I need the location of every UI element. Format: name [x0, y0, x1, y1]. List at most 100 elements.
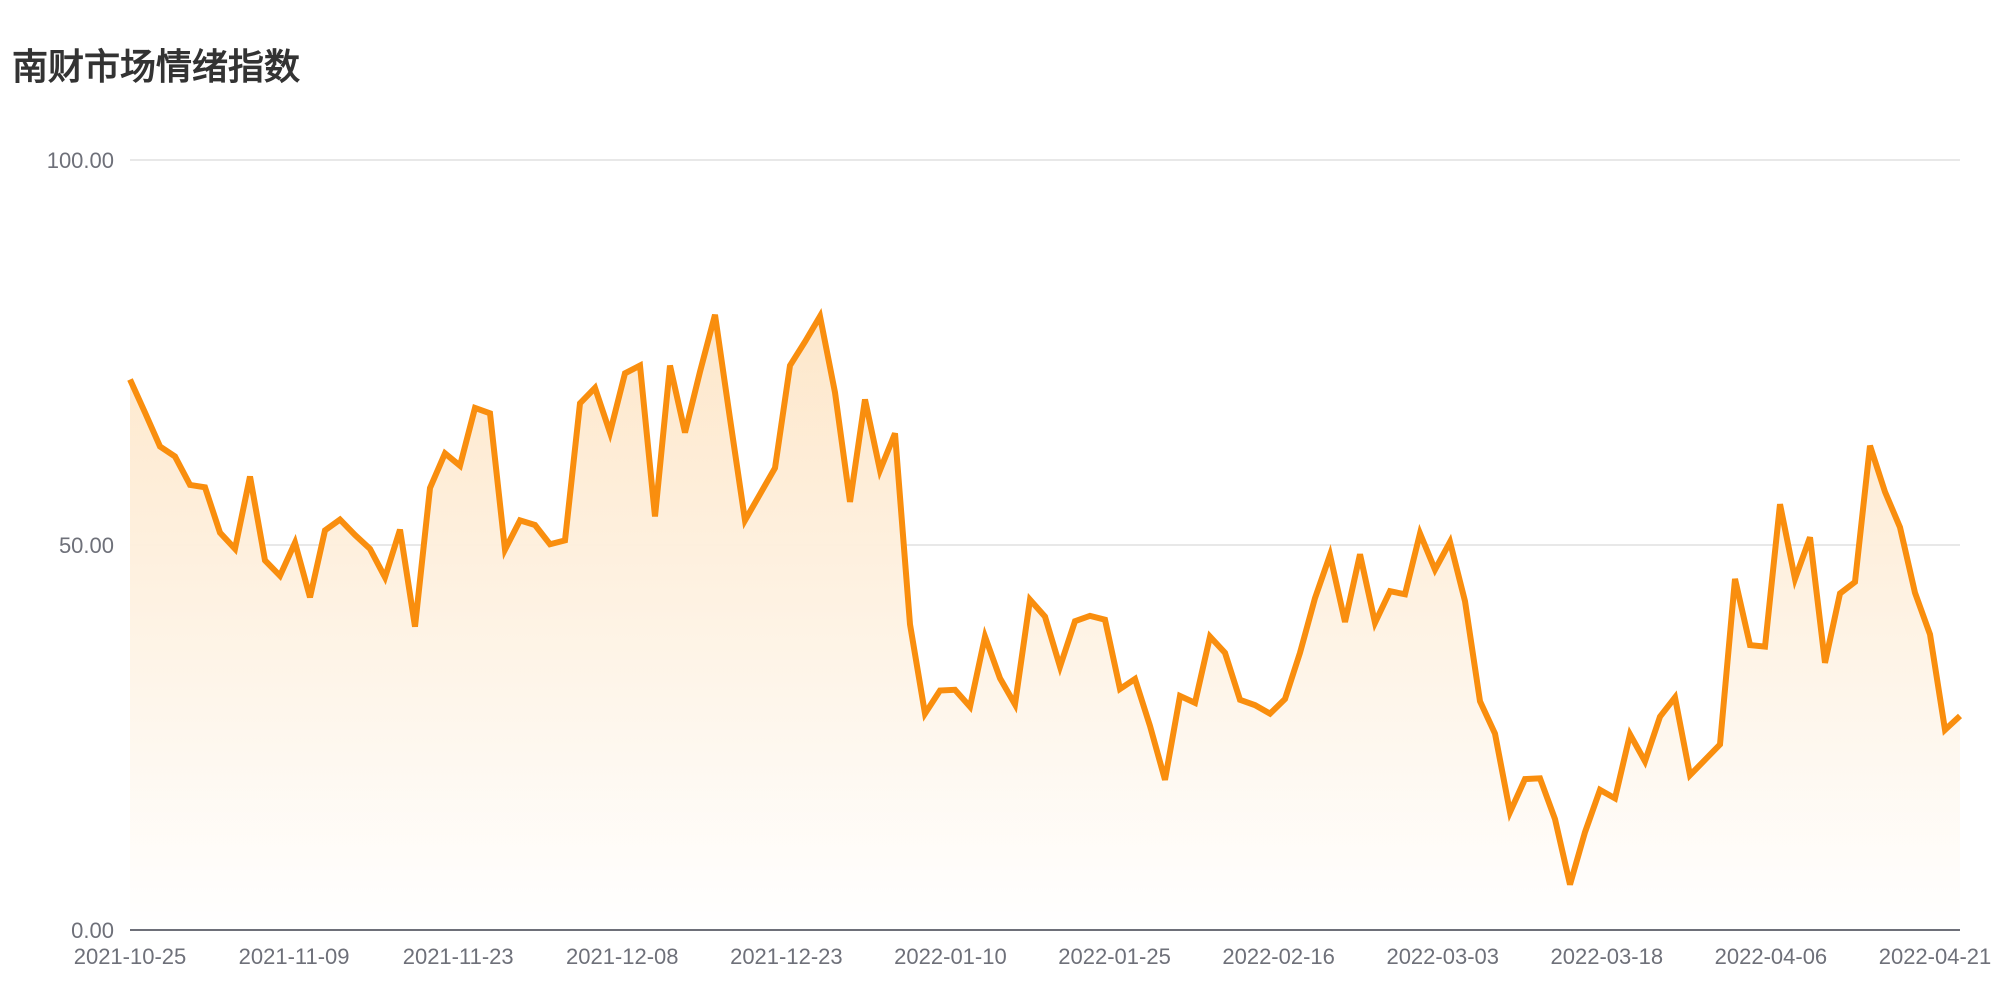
y-tick-label: 100.00	[47, 148, 114, 173]
data-point	[1522, 776, 1528, 782]
data-point	[307, 594, 313, 600]
data-point	[1492, 731, 1498, 737]
data-point	[1717, 741, 1723, 747]
data-point	[1072, 618, 1078, 624]
grid-lines	[130, 159, 1960, 546]
data-point	[1237, 697, 1243, 703]
data-point	[712, 312, 718, 318]
y-axis-ticks: 0.00 50.00 100.00	[47, 148, 114, 943]
data-point	[1777, 501, 1783, 507]
data-point	[592, 385, 598, 391]
data-point	[1327, 552, 1333, 558]
data-point	[1642, 758, 1648, 764]
data-point	[442, 450, 448, 456]
data-point	[1087, 613, 1093, 619]
data-point	[742, 517, 748, 523]
data-point	[1447, 539, 1453, 545]
x-tick-label: 2021-11-23	[403, 944, 514, 969]
data-point	[487, 410, 493, 416]
data-point	[1852, 579, 1858, 585]
data-point	[997, 675, 1003, 681]
data-point	[952, 687, 958, 693]
data-point	[187, 482, 193, 488]
data-point	[1402, 591, 1408, 597]
data-point	[1702, 757, 1708, 763]
data-point	[1582, 829, 1588, 835]
data-point	[142, 410, 148, 416]
data-point	[277, 573, 283, 579]
data-point	[1882, 489, 1888, 495]
data-point	[1117, 686, 1123, 692]
data-point	[1027, 597, 1033, 603]
data-point	[412, 624, 418, 630]
data-point	[1687, 772, 1693, 778]
data-point	[1957, 713, 1963, 719]
data-point	[892, 430, 898, 436]
data-point	[1507, 809, 1513, 815]
x-tick-label: 2021-12-23	[730, 944, 843, 969]
data-point	[352, 532, 358, 538]
data-point	[682, 430, 688, 436]
x-tick-label: 2022-01-25	[1058, 944, 1171, 969]
chart-title: 南财市场情绪指数	[12, 47, 301, 88]
data-point	[1252, 702, 1258, 708]
data-point	[622, 370, 628, 376]
data-point	[922, 711, 928, 717]
series-line	[127, 307, 1963, 886]
x-tick-label: 2022-04-06	[1715, 944, 1828, 969]
data-point	[982, 634, 988, 640]
x-tick-label: 2022-03-03	[1386, 944, 1499, 969]
x-tick-label: 2021-12-08	[566, 944, 679, 969]
data-point	[607, 430, 613, 436]
x-tick-label: 2022-03-18	[1551, 944, 1664, 969]
data-point	[1042, 614, 1048, 620]
data-point	[1672, 694, 1678, 700]
data-point	[1552, 816, 1558, 822]
data-point	[1462, 598, 1468, 604]
data-point	[937, 688, 943, 694]
y-tick-label: 0.00	[71, 918, 114, 943]
data-point	[1057, 664, 1063, 670]
data-point	[1747, 642, 1753, 648]
data-point	[1147, 723, 1153, 729]
data-point	[1762, 644, 1768, 650]
data-point	[907, 621, 913, 627]
data-point	[1567, 882, 1573, 888]
data-point	[262, 557, 268, 563]
data-point	[367, 546, 373, 552]
data-point	[757, 491, 763, 497]
data-point	[862, 396, 868, 402]
x-axis-ticks: 2021-10-25 2021-11-09 2021-11-23 2021-12-08…	[74, 944, 1992, 969]
data-point	[667, 363, 673, 369]
data-point	[652, 514, 658, 520]
data-point	[457, 463, 463, 469]
data-point	[382, 574, 388, 580]
data-point	[1597, 787, 1603, 793]
data-point	[877, 467, 883, 473]
data-point	[172, 453, 178, 459]
data-point	[1012, 701, 1018, 707]
data-point	[1657, 714, 1663, 720]
data-point	[772, 465, 778, 471]
data-point	[1822, 660, 1828, 666]
data-point	[802, 339, 808, 345]
data-point	[1192, 700, 1198, 706]
data-point	[232, 546, 238, 552]
data-point	[157, 443, 163, 449]
data-point	[1282, 696, 1288, 702]
data-point	[1177, 693, 1183, 699]
x-tick-label: 2022-02-16	[1222, 944, 1335, 969]
data-point	[1537, 775, 1543, 781]
data-point	[1102, 617, 1108, 623]
data-point	[562, 537, 568, 543]
data-point	[697, 369, 703, 375]
data-point	[322, 527, 328, 533]
data-point	[832, 390, 838, 396]
data-point	[1417, 530, 1423, 536]
data-point	[1927, 631, 1933, 637]
x-tick-label: 2021-10-25	[74, 944, 187, 969]
x-tick-label: 2022-01-10	[894, 944, 1007, 969]
data-point	[1207, 634, 1213, 640]
data-point	[1837, 591, 1843, 597]
data-point	[472, 405, 478, 411]
